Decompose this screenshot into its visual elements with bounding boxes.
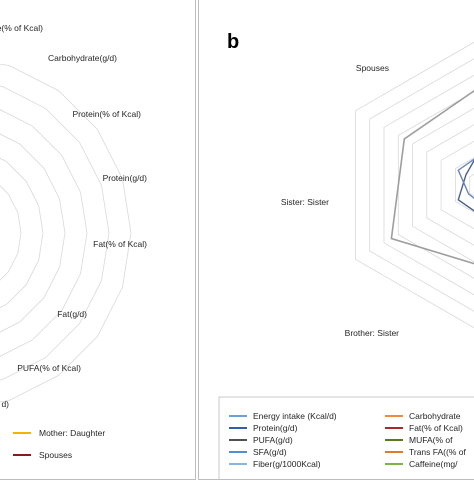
grid-ring xyxy=(0,133,66,333)
series-line xyxy=(457,158,474,199)
legend-label: Mother: Daughter xyxy=(39,428,105,438)
legend-label: Energy intake (Kcal/d) xyxy=(253,411,337,421)
panel-b-svg: Spouses Brother: Sister Sister: Sister b Ene… xyxy=(218,31,474,479)
legend-label: Protein(g/d) xyxy=(253,423,298,433)
grid-ring xyxy=(0,85,110,381)
legend-box xyxy=(218,396,474,479)
grid-ring xyxy=(0,185,22,281)
grid-ring xyxy=(454,157,474,213)
axis-label: PUFA(% of Kcal) xyxy=(17,363,81,373)
grid-ring xyxy=(0,157,44,309)
grid-ring xyxy=(369,58,474,312)
panel-a-radar-chart: ydrate(% of Kcal) Carbohydrate(g/d) Protei… xyxy=(0,0,196,480)
panel-b-radar-chart: Spouses Brother: Sister Sister: Sister b Ene… xyxy=(198,0,474,480)
panel-letter: b xyxy=(227,31,239,53)
series-line xyxy=(457,159,474,212)
axis-label: Brother: Sister xyxy=(345,328,399,338)
legend-label: PUFA(g/d) xyxy=(253,435,293,445)
legend-label: Fiber(g/1000Kcal) xyxy=(253,459,321,469)
grid-ring xyxy=(383,74,474,296)
panel-a-svg: ydrate(% of Kcal) Carbohydrate(g/d) Protei… xyxy=(0,23,148,460)
legend-label: MUFA(% of xyxy=(409,435,453,445)
grid-ring xyxy=(469,173,474,197)
grid-ring xyxy=(426,124,474,246)
axis-label: Protein(g/d) xyxy=(103,173,148,183)
legend-label: Trans FA((% of xyxy=(409,447,466,457)
grid-ring xyxy=(0,63,132,403)
axis-label: Spouses xyxy=(356,63,389,73)
axis-label: Fat(% of Kcal) xyxy=(93,239,147,249)
legend-label: SFA(g/d) xyxy=(253,447,287,457)
grid-ring xyxy=(0,109,88,357)
axis-label: d) xyxy=(1,399,9,409)
grid-ring xyxy=(412,107,474,263)
axis-label: ydrate(% of Kcal) xyxy=(0,23,43,33)
grid-ring xyxy=(440,140,474,230)
axis-label: Protein(% of Kcal) xyxy=(73,109,142,119)
grid-ring xyxy=(354,41,474,329)
axis-label: Sister: Sister xyxy=(281,197,329,207)
series-line xyxy=(390,89,474,265)
legend-label: Caffeine(mg/ xyxy=(409,459,458,469)
legend-label: Fat(% of Kcal) xyxy=(409,423,463,433)
axis-label: Fat(g/d) xyxy=(57,309,87,319)
legend-label: Carbohydrate xyxy=(409,411,461,421)
legend-label: Spouses xyxy=(39,450,72,460)
grid-ring xyxy=(397,91,474,279)
axis-label: Carbohydrate(g/d) xyxy=(48,53,117,63)
